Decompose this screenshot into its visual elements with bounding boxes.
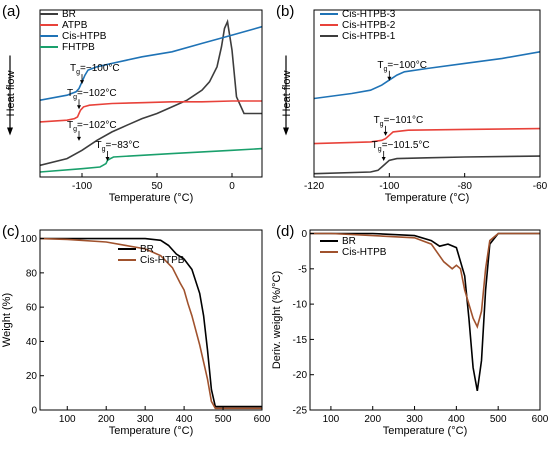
y-tick-label: 0 (301, 229, 307, 240)
x-tick-label: 100 (323, 414, 340, 425)
tg-annotation: Tg=−83°C (96, 140, 140, 153)
y-tick-label: 100 (20, 234, 37, 245)
plot-frame (313, 9, 541, 178)
x-tick-label: 500 (215, 414, 232, 425)
legend-entry: BR (62, 9, 76, 20)
y-axis-title: Heat flow (281, 71, 293, 117)
y-tick-label: -20 (293, 370, 308, 381)
series-line-cis-htpb (310, 232, 540, 329)
y-tick-label: 40 (26, 337, 38, 348)
tg-arrow-icon (80, 80, 84, 85)
tg-arrow-icon (381, 156, 386, 161)
panel-d: 100 200 300 400 500 600 0 -5 -10 -15 -20 -25 Tempera… (271, 223, 549, 437)
x-tick-label: -60 (533, 181, 548, 192)
heat-flow-arrow-icon (7, 127, 13, 136)
x-tick-label: 500 (490, 414, 507, 425)
series-line-cis-htpb-3 (314, 51, 540, 100)
series-line-br (40, 237, 262, 408)
x-tick-label: 600 (254, 414, 271, 425)
y-axis-title: Heat flow (5, 71, 17, 117)
series-line-fhtpb (40, 147, 262, 173)
tg-arrow-icon (105, 156, 110, 161)
y-tick-label: -10 (293, 300, 308, 311)
tg-arrow-icon (387, 76, 392, 81)
plot-frame (39, 9, 263, 178)
legend-entry: Cis-HTPB-1 (342, 31, 396, 42)
legend-entry: Cis-HTPB-2 (342, 20, 396, 31)
x-tick-label: 300 (406, 414, 423, 425)
x-tick-label: -100 (379, 181, 399, 192)
y-tick-label: -25 (293, 406, 308, 417)
y-tick-label: 60 (26, 303, 38, 314)
heat-flow-arrow-icon (283, 127, 289, 136)
tg-annotation: Tg=−100°C (70, 63, 120, 76)
tg-annotation: Tg=−101.5°C (372, 140, 430, 153)
tg-annotation: Tg=−101°C (374, 115, 424, 128)
x-axis-title: Temperature (°C) (109, 192, 193, 204)
legend-entry: Cis-HTPB (342, 247, 387, 258)
legend-entry: Cis-HTPB-3 (342, 9, 396, 20)
x-tick-label: 300 (137, 414, 154, 425)
y-tick-label: 80 (26, 268, 38, 279)
legend-entry: Cis-HTPB (62, 31, 107, 42)
panel-label: (d) (276, 223, 294, 240)
series-line-cis-htpb-1 (314, 155, 540, 175)
panel-a: -100 50 0 Temperature (°C) Heat flow (a) BRATP… (2, 3, 263, 204)
plot-frame (309, 229, 541, 411)
series-line-cis-htpb (40, 237, 262, 410)
tg-arrow-icon (77, 105, 81, 110)
y-axis-title: Weight (%) (1, 293, 13, 347)
legend-entry: BR (140, 244, 154, 255)
series-line-cis-htpb (40, 25, 262, 101)
legend-entry: Cis-HTPB (140, 255, 185, 266)
legend-entry: FHTPB (62, 42, 95, 53)
series-line-cis-htpb-2 (314, 127, 540, 145)
panel-c: 100 200 300 400 500 600 0 20 40 60 80 100 Temperatur… (1, 223, 271, 437)
x-axis-title: Temperature (°C) (385, 192, 469, 204)
legend-entry: ATPB (62, 20, 88, 31)
x-tick-label: -100 (72, 181, 92, 192)
series-line-atpb (40, 100, 262, 123)
x-tick-label: 600 (532, 414, 549, 425)
panel-label: (a) (2, 3, 20, 20)
plot-frame (39, 229, 263, 411)
legend-entry: BR (342, 236, 356, 247)
panel-b: -120 -100 -80 -60 Temperature (°C) Heat flow (… (276, 3, 548, 204)
y-tick-label: 0 (31, 406, 37, 417)
x-tick-label: -80 (457, 181, 472, 192)
tg-arrow-icon (77, 136, 81, 141)
y-axis-title: Deriv. weight (%/°C) (271, 271, 283, 369)
x-tick-label: 50 (151, 181, 163, 192)
y-tick-label: -5 (298, 264, 307, 275)
x-axis-title: Temperature (°C) (383, 425, 467, 437)
x-tick-label: 400 (176, 414, 193, 425)
x-tick-label: 100 (59, 414, 76, 425)
x-tick-label: -120 (304, 181, 324, 192)
x-tick-label: 400 (448, 414, 465, 425)
x-tick-label: 0 (229, 181, 235, 192)
panel-label: (b) (276, 3, 294, 20)
x-tick-label: 200 (364, 414, 381, 425)
series-line-br (310, 232, 540, 392)
panel-label: (c) (2, 223, 20, 240)
x-tick-label: 200 (98, 414, 115, 425)
y-tick-label: -15 (293, 335, 308, 346)
tg-annotation: Tg=−100°C (377, 60, 427, 73)
tg-annotation: Tg=−102°C (67, 88, 117, 101)
y-tick-label: 20 (26, 371, 38, 382)
tg-annotation: Tg=−102°C (67, 120, 117, 133)
series-line-br (40, 18, 262, 167)
tg-arrow-icon (383, 131, 388, 136)
x-axis-title: Temperature (°C) (109, 425, 193, 437)
